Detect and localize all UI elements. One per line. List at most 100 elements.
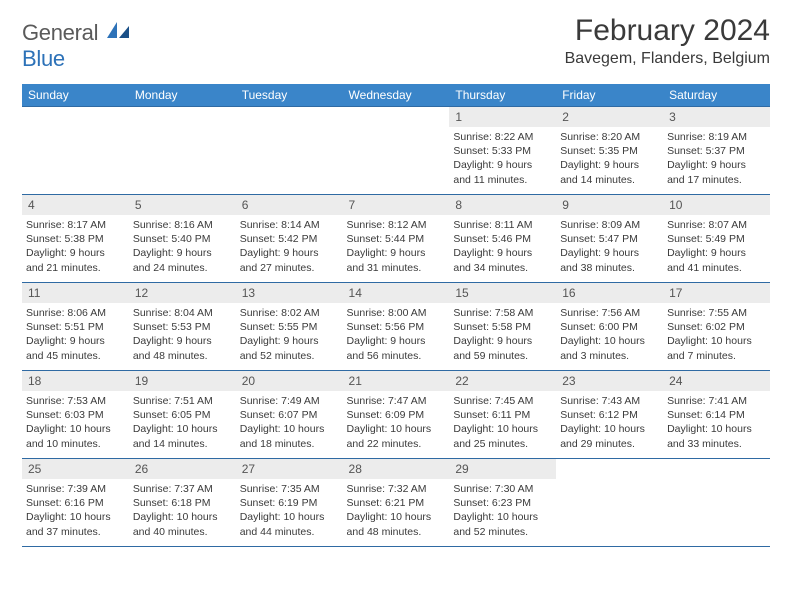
sunrise-line: Sunrise: 8:07 AM (667, 218, 764, 232)
sunset-line: Sunset: 6:02 PM (667, 320, 764, 334)
daylight-line: and 59 minutes. (453, 349, 550, 363)
sunrise-line: Sunrise: 7:53 AM (26, 394, 123, 408)
day-details: Sunrise: 7:35 AMSunset: 6:19 PMDaylight:… (236, 479, 343, 541)
daylight-line: and 29 minutes. (560, 437, 657, 451)
day-details: Sunrise: 8:07 AMSunset: 5:49 PMDaylight:… (663, 215, 770, 277)
sunset-line: Sunset: 5:47 PM (560, 232, 657, 246)
daylight-line: and 38 minutes. (560, 261, 657, 275)
day-number: 3 (663, 107, 770, 127)
day-number: 29 (449, 459, 556, 479)
sunset-line: Sunset: 6:05 PM (133, 408, 230, 422)
calendar-day-cell: 10Sunrise: 8:07 AMSunset: 5:49 PMDayligh… (663, 195, 770, 283)
daylight-line: and 52 minutes. (453, 525, 550, 539)
day-details: Sunrise: 7:43 AMSunset: 6:12 PMDaylight:… (556, 391, 663, 453)
day-details: Sunrise: 7:37 AMSunset: 6:18 PMDaylight:… (129, 479, 236, 541)
calendar-day-cell: 25Sunrise: 7:39 AMSunset: 6:16 PMDayligh… (22, 459, 129, 547)
location-subtitle: Bavegem, Flanders, Belgium (565, 50, 770, 68)
day-number: 23 (556, 371, 663, 391)
sunset-line: Sunset: 6:03 PM (26, 408, 123, 422)
day-details: Sunrise: 8:06 AMSunset: 5:51 PMDaylight:… (22, 303, 129, 365)
sunset-line: Sunset: 5:42 PM (240, 232, 337, 246)
day-details: Sunrise: 8:17 AMSunset: 5:38 PMDaylight:… (22, 215, 129, 277)
sunrise-line: Sunrise: 7:55 AM (667, 306, 764, 320)
day-number: 25 (22, 459, 129, 479)
day-details: Sunrise: 8:11 AMSunset: 5:46 PMDaylight:… (449, 215, 556, 277)
calendar-week-row: 1Sunrise: 8:22 AMSunset: 5:33 PMDaylight… (22, 107, 770, 195)
calendar-day-cell: 16Sunrise: 7:56 AMSunset: 6:00 PMDayligh… (556, 283, 663, 371)
daylight-line: and 27 minutes. (240, 261, 337, 275)
daylight-line: and 14 minutes. (560, 173, 657, 187)
day-number: 15 (449, 283, 556, 303)
daylight-line: and 24 minutes. (133, 261, 230, 275)
calendar-day-cell: 23Sunrise: 7:43 AMSunset: 6:12 PMDayligh… (556, 371, 663, 459)
day-number: 11 (22, 283, 129, 303)
sunset-line: Sunset: 6:14 PM (667, 408, 764, 422)
sunrise-line: Sunrise: 7:58 AM (453, 306, 550, 320)
day-number: 26 (129, 459, 236, 479)
day-number: 16 (556, 283, 663, 303)
sunset-line: Sunset: 5:58 PM (453, 320, 550, 334)
month-title: February 2024 (565, 14, 770, 48)
day-number: 2 (556, 107, 663, 127)
daylight-line: Daylight: 10 hours (453, 422, 550, 436)
sunrise-line: Sunrise: 8:19 AM (667, 130, 764, 144)
day-details: Sunrise: 7:49 AMSunset: 6:07 PMDaylight:… (236, 391, 343, 453)
daylight-line: and 22 minutes. (347, 437, 444, 451)
daylight-line: and 17 minutes. (667, 173, 764, 187)
calendar-day-cell: 3Sunrise: 8:19 AMSunset: 5:37 PMDaylight… (663, 107, 770, 195)
daylight-line: and 48 minutes. (133, 349, 230, 363)
day-number: 4 (22, 195, 129, 215)
sunset-line: Sunset: 6:11 PM (453, 408, 550, 422)
sunset-line: Sunset: 6:16 PM (26, 496, 123, 510)
calendar-day-cell: 17Sunrise: 7:55 AMSunset: 6:02 PMDayligh… (663, 283, 770, 371)
day-number: 6 (236, 195, 343, 215)
calendar-week-row: 25Sunrise: 7:39 AMSunset: 6:16 PMDayligh… (22, 459, 770, 547)
sunset-line: Sunset: 5:49 PM (667, 232, 764, 246)
day-details: Sunrise: 8:19 AMSunset: 5:37 PMDaylight:… (663, 127, 770, 189)
day-number: 12 (129, 283, 236, 303)
sunrise-line: Sunrise: 7:30 AM (453, 482, 550, 496)
sunset-line: Sunset: 6:07 PM (240, 408, 337, 422)
daylight-line: and 44 minutes. (240, 525, 337, 539)
calendar-day-cell: 11Sunrise: 8:06 AMSunset: 5:51 PMDayligh… (22, 283, 129, 371)
daylight-line: and 45 minutes. (26, 349, 123, 363)
day-number: 8 (449, 195, 556, 215)
daylight-line: Daylight: 9 hours (453, 246, 550, 260)
calendar-day-cell: 20Sunrise: 7:49 AMSunset: 6:07 PMDayligh… (236, 371, 343, 459)
calendar-day-cell (236, 107, 343, 195)
day-details: Sunrise: 8:09 AMSunset: 5:47 PMDaylight:… (556, 215, 663, 277)
sunset-line: Sunset: 5:37 PM (667, 144, 764, 158)
daylight-line: Daylight: 10 hours (560, 422, 657, 436)
calendar-day-cell (129, 107, 236, 195)
day-details: Sunrise: 8:04 AMSunset: 5:53 PMDaylight:… (129, 303, 236, 365)
sunrise-line: Sunrise: 8:11 AM (453, 218, 550, 232)
day-number: 7 (343, 195, 450, 215)
daylight-line: Daylight: 10 hours (667, 334, 764, 348)
brand-word-2: Blue (22, 46, 65, 71)
calendar-day-cell: 15Sunrise: 7:58 AMSunset: 5:58 PMDayligh… (449, 283, 556, 371)
sunset-line: Sunset: 5:35 PM (560, 144, 657, 158)
daylight-line: and 56 minutes. (347, 349, 444, 363)
day-number: 28 (343, 459, 450, 479)
day-details: Sunrise: 7:51 AMSunset: 6:05 PMDaylight:… (129, 391, 236, 453)
sunrise-line: Sunrise: 8:16 AM (133, 218, 230, 232)
page-header: General Blue February 2024 Bavegem, Flan… (22, 14, 770, 72)
weekday-header: Sunday (22, 84, 129, 107)
sunset-line: Sunset: 5:51 PM (26, 320, 123, 334)
sunset-line: Sunset: 6:12 PM (560, 408, 657, 422)
calendar-header-row: Sunday Monday Tuesday Wednesday Thursday… (22, 84, 770, 107)
day-details: Sunrise: 7:39 AMSunset: 6:16 PMDaylight:… (22, 479, 129, 541)
daylight-line: Daylight: 9 hours (667, 246, 764, 260)
calendar-table: Sunday Monday Tuesday Wednesday Thursday… (22, 84, 770, 547)
calendar-day-cell: 18Sunrise: 7:53 AMSunset: 6:03 PMDayligh… (22, 371, 129, 459)
weekday-header: Friday (556, 84, 663, 107)
sail-icon (105, 27, 131, 44)
sunrise-line: Sunrise: 8:14 AM (240, 218, 337, 232)
daylight-line: Daylight: 9 hours (347, 246, 444, 260)
daylight-line: and 10 minutes. (26, 437, 123, 451)
weekday-header: Saturday (663, 84, 770, 107)
weekday-header: Monday (129, 84, 236, 107)
weekday-header: Wednesday (343, 84, 450, 107)
daylight-line: Daylight: 9 hours (453, 158, 550, 172)
daylight-line: and 25 minutes. (453, 437, 550, 451)
